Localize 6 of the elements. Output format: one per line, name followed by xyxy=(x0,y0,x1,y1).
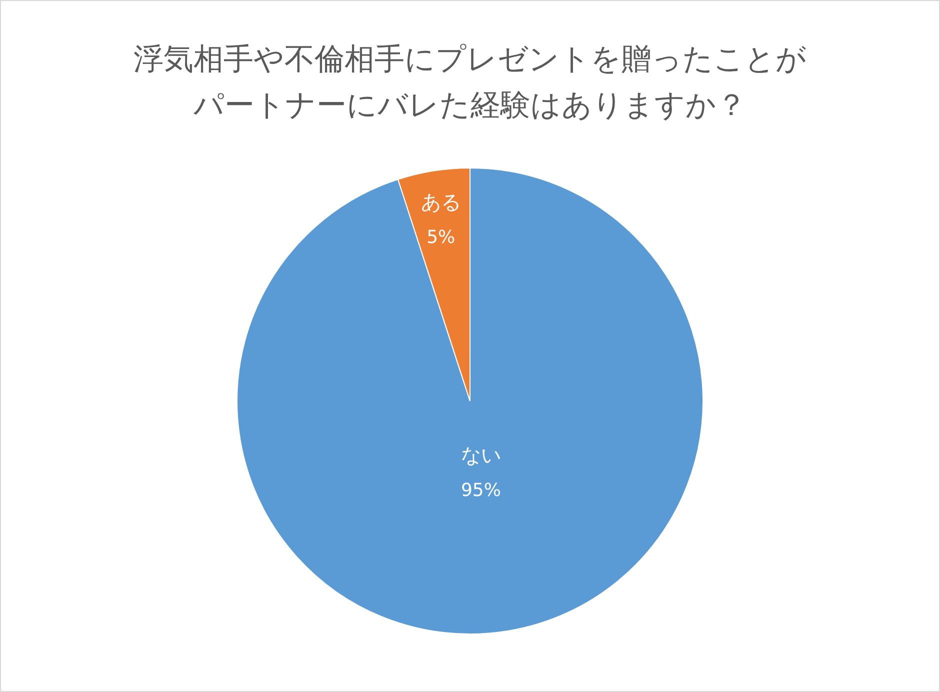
data-label: 5% xyxy=(426,226,456,248)
slice-label: ある xyxy=(420,190,461,214)
slice-label: ない xyxy=(460,443,501,468)
pie-slice xyxy=(236,168,704,634)
data-label: 95% xyxy=(460,480,501,502)
chart-title: 浮気相手や不倫相手にプレゼントを贈ったことがパートナーにバレた経験はありますか？ xyxy=(132,41,808,125)
